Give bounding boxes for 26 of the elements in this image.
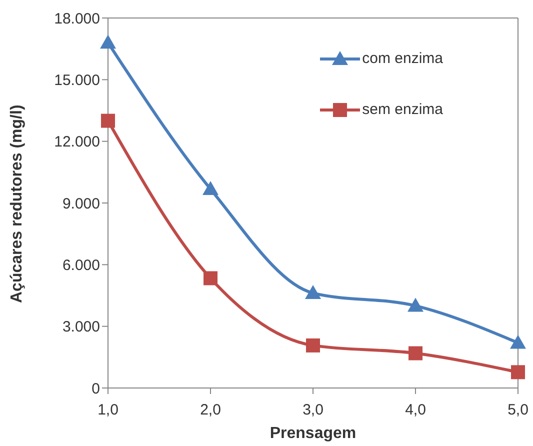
y-tick-label: 0 [92, 380, 100, 398]
point [305, 285, 321, 300]
y-axis-title: Açúcares redutores (mg/l) [8, 104, 26, 303]
x-tick-label: 5,0 [508, 402, 528, 419]
point [510, 334, 526, 349]
point [306, 338, 320, 352]
point [100, 34, 116, 49]
point [511, 365, 525, 380]
legend-label: sem enzima [362, 101, 443, 118]
x-tick-label: 3,0 [302, 402, 324, 419]
x-tick-label: 4,0 [405, 402, 426, 419]
legend-label: com enzima [362, 50, 443, 67]
x-tick-label: 2,0 [200, 402, 221, 419]
y-tick-label: 3.000 [62, 318, 100, 336]
point [204, 271, 218, 286]
y-tick-label: 12.000 [54, 134, 100, 151]
point [202, 181, 218, 196]
y-tick-label: 6.000 [62, 256, 100, 274]
point [408, 346, 422, 360]
y-tick-label: 18.000 [54, 10, 100, 28]
point [408, 298, 424, 312]
y-tick-label: 15.000 [54, 72, 100, 89]
x-tick-label: 1,0 [98, 402, 118, 419]
y-tick-label: 9.000 [62, 195, 100, 212]
point [101, 114, 115, 128]
x-axis-title: Prensagem [270, 425, 356, 442]
